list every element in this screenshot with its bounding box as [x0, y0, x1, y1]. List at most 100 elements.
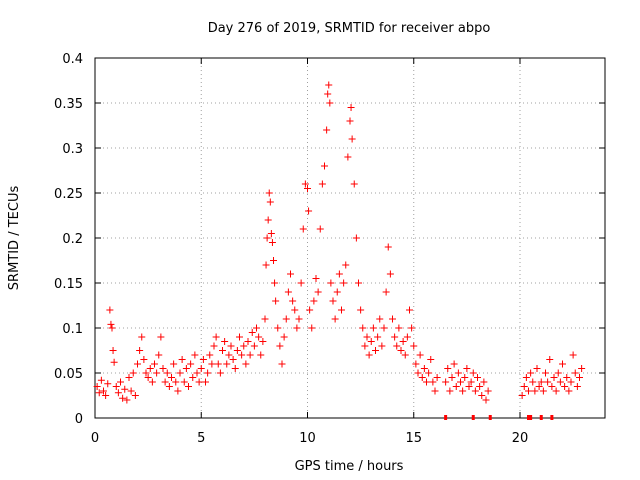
data-point: [325, 81, 333, 89]
data-point: [155, 351, 163, 359]
data-point: [208, 360, 216, 368]
data-point: [262, 261, 270, 269]
data-point: [206, 351, 214, 359]
data-point: [250, 342, 258, 350]
data-point: [163, 369, 171, 377]
data-point: [395, 324, 403, 332]
data-point: [267, 230, 275, 237]
data-point: [565, 387, 573, 395]
data-point: [304, 185, 311, 192]
data-point: [148, 378, 156, 386]
data-point: [97, 376, 105, 384]
data-point: [223, 360, 231, 368]
data-point: [347, 104, 355, 111]
data-point: [535, 383, 543, 390]
data-point: [342, 261, 350, 269]
data-point: [264, 216, 272, 224]
data-point: [270, 257, 277, 264]
data-point: [170, 360, 178, 368]
data-point: [153, 369, 161, 377]
data-point: [127, 387, 135, 395]
data-point: [189, 374, 197, 381]
data-point: [93, 383, 101, 390]
data-point: [480, 378, 488, 386]
y-tick-label: 0.3: [62, 142, 83, 157]
data-point: [389, 315, 396, 323]
data-point: [312, 275, 320, 282]
data-point: [556, 378, 564, 386]
data-point: [539, 387, 547, 395]
data-point: [484, 387, 492, 395]
data-point: [372, 347, 379, 354]
data-point: [308, 324, 316, 332]
zero-marker: [529, 415, 533, 420]
data-point: [144, 374, 152, 381]
data-point: [114, 389, 122, 397]
x-tick-label: 5: [197, 431, 205, 446]
x-tick-label: 10: [299, 431, 316, 446]
data-point: [401, 351, 409, 359]
data-point: [321, 162, 328, 170]
data-point: [236, 333, 243, 341]
data-point: [197, 365, 205, 372]
data-point: [452, 383, 460, 390]
data-point: [129, 369, 137, 377]
data-point: [420, 365, 428, 372]
data-point: [384, 243, 392, 251]
data-point: [95, 389, 103, 397]
data-point: [238, 351, 246, 359]
data-point: [544, 378, 552, 386]
data-point: [333, 288, 341, 296]
data-point: [478, 392, 486, 399]
data-point: [199, 356, 207, 363]
data-point: [348, 135, 356, 143]
data-point: [378, 342, 386, 350]
data-point: [352, 234, 360, 242]
data-point: [457, 378, 464, 386]
zero-marker: [527, 415, 530, 420]
data-point: [142, 369, 150, 377]
data-point: [165, 383, 173, 390]
data-point: [410, 342, 418, 350]
y-tick-label: 0.4: [62, 52, 83, 67]
data-point: [569, 351, 577, 359]
data-point: [454, 369, 462, 377]
data-point: [219, 347, 226, 354]
data-point: [146, 365, 154, 372]
data-point: [327, 279, 335, 287]
data-point: [397, 347, 405, 354]
data-point: [182, 365, 190, 372]
data-point: [408, 324, 416, 332]
data-point: [246, 351, 254, 359]
data-point: [193, 369, 201, 377]
data-point: [318, 180, 326, 188]
data-point: [548, 383, 556, 390]
data-point: [123, 396, 131, 404]
data-point: [471, 387, 479, 395]
data-point: [157, 333, 165, 341]
data-point: [355, 279, 362, 287]
data-point: [172, 378, 180, 386]
data-point: [289, 297, 297, 305]
y-axis-title: SRMTID / TECUs: [7, 186, 22, 291]
data-point: [168, 374, 175, 381]
data-point: [100, 387, 107, 395]
data-point: [374, 333, 382, 341]
data-point: [573, 383, 581, 390]
data-point: [331, 315, 339, 323]
data-point: [520, 383, 528, 390]
data-point: [121, 385, 129, 393]
zero-marker: [444, 415, 448, 420]
data-point: [265, 189, 273, 197]
data-point: [423, 378, 430, 386]
data-point: [376, 315, 384, 323]
data-point: [365, 351, 373, 359]
data-point: [525, 387, 532, 395]
data-point: [136, 347, 144, 354]
y-tick-label: 0.35: [54, 97, 83, 112]
data-point: [225, 351, 233, 359]
data-point: [214, 360, 222, 368]
data-point: [531, 387, 539, 395]
data-point: [174, 387, 182, 395]
x-axis-title: GPS time / hours: [295, 459, 404, 474]
